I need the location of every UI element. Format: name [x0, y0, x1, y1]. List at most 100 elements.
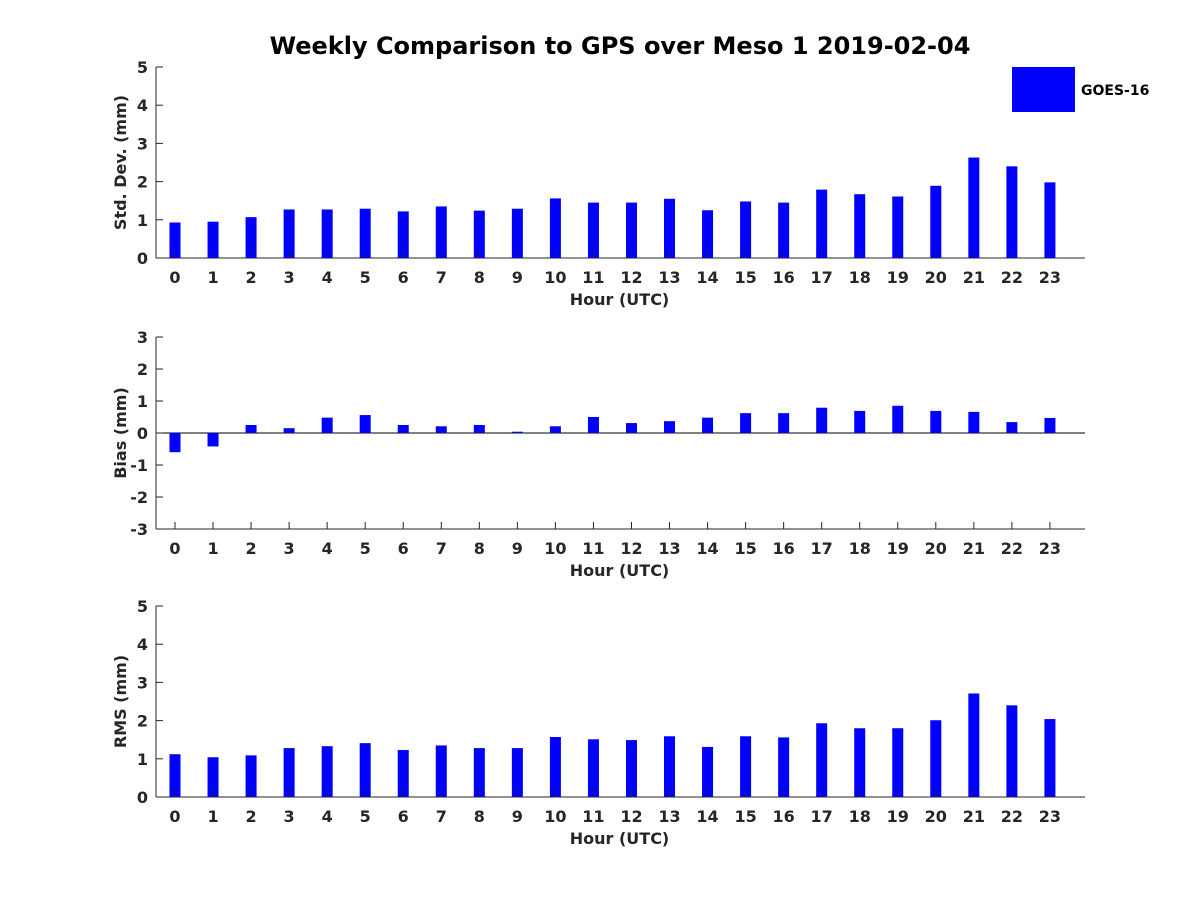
- std-dev-x-tick-label: 18: [849, 268, 871, 287]
- rms-bar: [207, 757, 219, 797]
- std-dev-x-tick-label: 12: [620, 268, 642, 287]
- std-dev-bar: [321, 209, 333, 258]
- rms-x-tick-label: 0: [169, 807, 180, 826]
- bias-y-tick-label: -2: [130, 488, 148, 507]
- std-dev-bar: [854, 194, 866, 258]
- rms-x-tick-label: 19: [887, 807, 909, 826]
- std-dev-x-tick-label: 20: [925, 268, 947, 287]
- std-dev-bar: [245, 217, 257, 258]
- bias-x-tick-label: 5: [360, 539, 371, 558]
- bias-bar: [740, 413, 752, 433]
- rms-x-tick-label: 6: [398, 807, 409, 826]
- rms-x-tick-label: 20: [925, 807, 947, 826]
- bias-bar: [321, 417, 333, 433]
- bias-x-tick-label: 0: [169, 539, 180, 558]
- std-dev-y-tick-label: 3: [137, 134, 148, 153]
- rms-bar: [625, 740, 637, 797]
- rms-bar: [892, 728, 904, 797]
- rms-x-tick-label: 4: [322, 807, 333, 826]
- rms-bar: [587, 739, 599, 797]
- rms-bar: [283, 748, 295, 797]
- rms-y-tick-label: 2: [137, 712, 148, 731]
- bias-x-tick-label: 19: [887, 539, 909, 558]
- rms-bar: [169, 754, 181, 797]
- std-dev-y-tick-label: 4: [137, 96, 148, 115]
- bias-y-tick-label: 2: [137, 360, 148, 379]
- rms-bar: [854, 728, 866, 797]
- std-dev-bar: [664, 198, 676, 258]
- rms-bar: [435, 745, 447, 797]
- bias-x-tick-label: 20: [925, 539, 947, 558]
- rms-x-tick-label: 9: [512, 807, 523, 826]
- bias-y-tick-label: -1: [130, 456, 148, 475]
- rms-x-tick-label: 12: [620, 807, 642, 826]
- rms-bar: [816, 723, 828, 797]
- rms-x-tick-label: 18: [849, 807, 871, 826]
- bias-x-tick-label: 4: [322, 539, 333, 558]
- std-dev-x-tick-label: 15: [734, 268, 756, 287]
- rms-x-tick-label: 10: [544, 807, 566, 826]
- std-dev-x-tick-label: 10: [544, 268, 566, 287]
- rms-bar: [1044, 719, 1056, 797]
- bias-bar: [816, 407, 828, 433]
- std-dev-bar: [397, 211, 409, 258]
- bias-x-tick-label: 10: [544, 539, 566, 558]
- std-dev-bar: [816, 189, 828, 258]
- bias-x-tick-label: 3: [284, 539, 295, 558]
- rms-y-tick-label: 1: [137, 750, 148, 769]
- bias-bar: [245, 425, 257, 433]
- chart-title: Weekly Comparison to GPS over Meso 1 201…: [270, 32, 971, 60]
- bias-x-tick-label: 6: [398, 539, 409, 558]
- legend-swatch: [1012, 67, 1075, 112]
- rms-x-tick-label: 22: [1001, 807, 1023, 826]
- std-dev-y-tick-label: 5: [137, 58, 148, 77]
- rms-bar: [778, 737, 790, 797]
- rms-bar: [511, 748, 523, 797]
- rms-x-tick-label: 21: [963, 807, 985, 826]
- bias-x-axis-label: Hour (UTC): [570, 561, 670, 580]
- bias-bar: [702, 417, 714, 433]
- rms-x-tick-label: 2: [246, 807, 257, 826]
- rms-y-tick-label: 4: [137, 635, 148, 654]
- bias-x-tick-label: 7: [436, 539, 447, 558]
- std-dev-bar: [435, 206, 447, 258]
- std-dev-x-axis-label: Hour (UTC): [570, 290, 670, 309]
- std-dev-bar: [169, 222, 181, 258]
- bias-bar: [397, 425, 409, 433]
- bias-y-tick-label: 0: [137, 424, 148, 443]
- rms-y-tick-label: 5: [137, 597, 148, 616]
- std-dev-bar: [892, 196, 904, 258]
- rms-bar: [321, 746, 333, 797]
- std-dev-x-tick-label: 17: [811, 268, 833, 287]
- bias-x-tick-label: 17: [811, 539, 833, 558]
- bias-bar: [625, 423, 637, 433]
- rms-x-tick-label: 11: [582, 807, 604, 826]
- rms-bar: [930, 720, 942, 797]
- std-dev-bar: [740, 201, 752, 258]
- bias-x-tick-label: 11: [582, 539, 604, 558]
- rms-y-axis-label: RMS (mm): [111, 655, 130, 748]
- bias-bar: [854, 410, 866, 433]
- std-dev-bar: [283, 209, 295, 258]
- bias-bar: [207, 433, 219, 447]
- legend: GOES-16: [1012, 67, 1149, 112]
- std-dev-x-tick-label: 5: [360, 268, 371, 287]
- rms-bar: [359, 743, 371, 797]
- std-dev-bar: [930, 185, 942, 258]
- bias-y-tick-label: -3: [130, 520, 148, 539]
- rms-bar: [245, 755, 257, 797]
- bias-bar: [892, 405, 904, 433]
- rms-x-tick-label: 5: [360, 807, 371, 826]
- bias-x-tick-label: 2: [246, 539, 257, 558]
- std-dev-x-tick-label: 8: [474, 268, 485, 287]
- rms-x-tick-label: 17: [811, 807, 833, 826]
- bias-bar: [664, 421, 676, 433]
- bias-x-tick-label: 13: [658, 539, 680, 558]
- rms-y-tick-label: 3: [137, 673, 148, 692]
- std-dev-x-tick-label: 21: [963, 268, 985, 287]
- bias-x-tick-label: 23: [1039, 539, 1061, 558]
- rms-x-tick-label: 14: [696, 807, 718, 826]
- bias-x-tick-label: 18: [849, 539, 871, 558]
